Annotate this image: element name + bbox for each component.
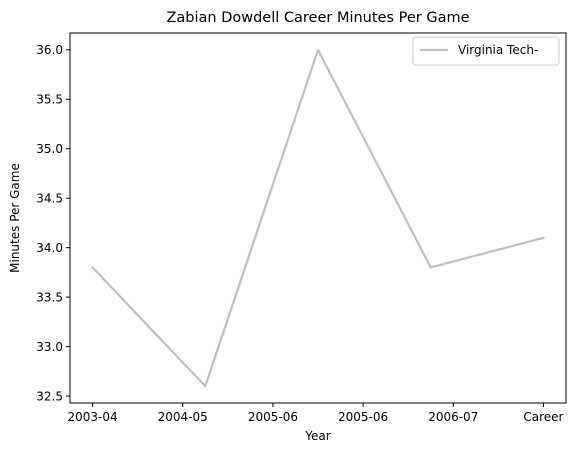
y-tick-label: 34.5: [36, 191, 63, 205]
y-tick-label: 35.5: [36, 92, 63, 106]
x-tick-label: 2004-05: [158, 410, 208, 424]
x-tick-label: 2005-06: [338, 410, 388, 424]
y-axis-label: Minutes Per Game: [8, 163, 22, 273]
y-tick-label: 36.0: [36, 43, 63, 57]
x-tick-label: 2006-07: [428, 410, 478, 424]
legend-frame: [412, 36, 560, 66]
chart-title: Zabian Dowdell Career Minutes Per Game: [166, 10, 469, 26]
legend-label: Virginia Tech-: [458, 43, 538, 57]
plot-area: 32.5 33.0 33.5 34.0 34.5 35.0 35.5 36.0 2003-04 2…: [36, 32, 567, 424]
y-tick-label: 33.5: [36, 290, 63, 304]
legend: Virginia Tech-: [412, 36, 560, 66]
y-tick-label: 34.0: [36, 241, 63, 255]
series-line: [90, 48, 545, 388]
y-tick-label: 33.0: [36, 340, 63, 354]
x-tick-label: 2005-06: [248, 410, 298, 424]
x-tick-label: 2003-04: [67, 410, 117, 424]
y-tick-label: 35.0: [36, 142, 63, 156]
x-tick-label: Career: [523, 410, 563, 424]
x-axis-label: Year: [304, 429, 330, 443]
y-tick-label: 32.5: [36, 389, 63, 403]
axes-frame: [69, 32, 567, 404]
